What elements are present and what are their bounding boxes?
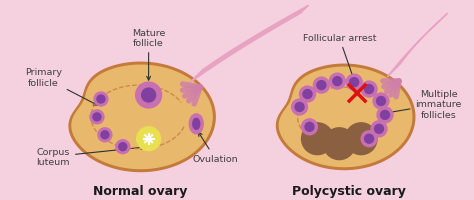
Circle shape (94, 93, 108, 106)
Circle shape (365, 135, 374, 143)
Circle shape (373, 94, 389, 109)
Circle shape (317, 81, 326, 90)
Circle shape (313, 78, 329, 94)
Polygon shape (276, 65, 415, 170)
Circle shape (305, 123, 314, 132)
Circle shape (97, 96, 105, 103)
Circle shape (381, 111, 390, 120)
Text: Ovulation: Ovulation (192, 133, 238, 163)
Circle shape (301, 119, 318, 135)
Circle shape (136, 83, 162, 108)
Ellipse shape (193, 119, 200, 130)
Text: Multiple
immature
follicles: Multiple immature follicles (385, 90, 462, 119)
Circle shape (300, 87, 316, 102)
Polygon shape (188, 6, 309, 84)
Circle shape (350, 78, 359, 87)
Text: Corpus
luteum: Corpus luteum (36, 146, 145, 166)
Circle shape (345, 123, 377, 155)
Polygon shape (279, 68, 412, 167)
Circle shape (93, 113, 101, 121)
Circle shape (116, 140, 130, 154)
Circle shape (323, 128, 355, 160)
Circle shape (137, 127, 161, 151)
Circle shape (329, 74, 345, 90)
Circle shape (365, 85, 374, 94)
Polygon shape (69, 63, 215, 172)
Circle shape (119, 143, 127, 151)
Text: Follicular arrest: Follicular arrest (302, 34, 376, 86)
Circle shape (361, 82, 377, 98)
Polygon shape (387, 14, 447, 77)
Circle shape (361, 131, 377, 147)
Circle shape (292, 100, 308, 115)
Circle shape (142, 89, 155, 102)
Circle shape (90, 110, 104, 124)
Circle shape (374, 125, 383, 134)
Circle shape (376, 97, 385, 106)
Circle shape (303, 90, 312, 99)
Circle shape (101, 131, 109, 139)
Ellipse shape (189, 114, 203, 134)
Text: Mature
follicle: Mature follicle (132, 29, 165, 81)
Circle shape (371, 121, 387, 137)
Circle shape (377, 107, 393, 123)
Circle shape (301, 123, 333, 155)
Text: Polycystic ovary: Polycystic ovary (292, 184, 406, 197)
Text: Primary
follicle: Primary follicle (25, 68, 97, 106)
Circle shape (295, 103, 304, 112)
Circle shape (98, 128, 112, 142)
Polygon shape (72, 66, 212, 169)
Circle shape (346, 75, 362, 91)
Text: Normal ovary: Normal ovary (93, 184, 188, 197)
Circle shape (333, 77, 342, 86)
